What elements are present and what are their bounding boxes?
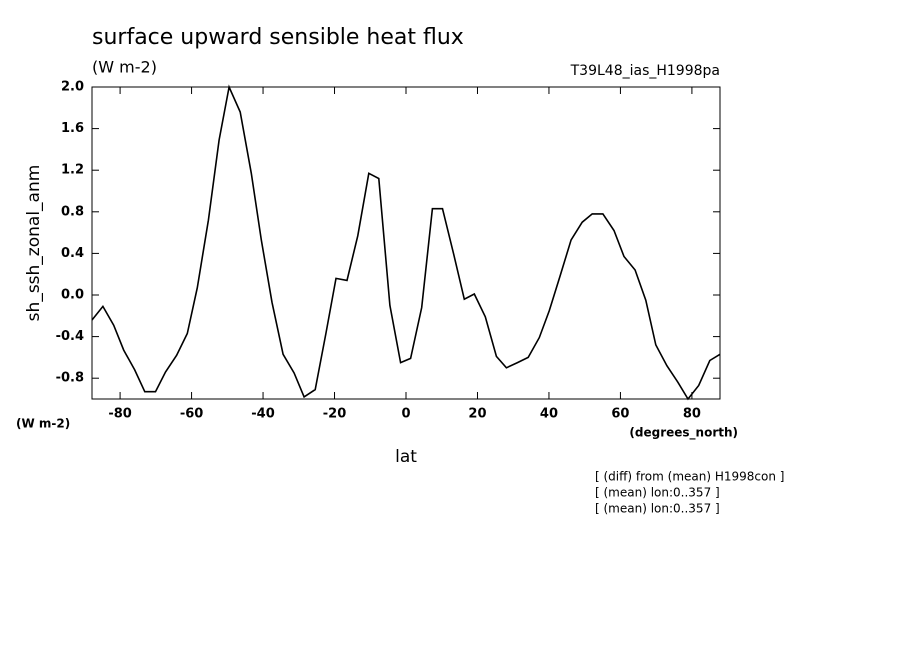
x-tick-label: -80 bbox=[108, 407, 132, 422]
dataset: T39L48_ias_H1998pa bbox=[570, 63, 720, 79]
note: [ (mean) lon:0..357 ] bbox=[595, 502, 720, 516]
x-axis-label: lat bbox=[395, 447, 417, 467]
x-tick-label: 60 bbox=[611, 407, 629, 422]
x-tick-label: 80 bbox=[683, 407, 701, 422]
x-tick-label: -20 bbox=[323, 407, 347, 422]
y-units: (W m-2) bbox=[16, 417, 70, 431]
x-units: (degrees_north) bbox=[629, 426, 738, 441]
y-tick-label: -0.8 bbox=[56, 371, 84, 386]
note: [ (diff) from (mean) H1998con ] bbox=[595, 470, 784, 484]
chart-title: surface upward sensible heat flux bbox=[92, 25, 464, 50]
line bbox=[91, 84, 721, 401]
y-tick-label: -0.4 bbox=[56, 329, 84, 344]
x-tick-label: -60 bbox=[180, 407, 204, 422]
x-tick-label: -40 bbox=[251, 407, 275, 422]
y-tick-label: 0.4 bbox=[61, 246, 84, 261]
x-tick-label: 40 bbox=[540, 407, 558, 422]
y-tick-label: 2.0 bbox=[61, 80, 84, 95]
plot-frame bbox=[91, 86, 721, 400]
x-tick-label: 20 bbox=[468, 407, 486, 422]
y-tick-label: 0.8 bbox=[61, 204, 84, 219]
x-tick-label: 0 bbox=[401, 407, 410, 422]
y-tick-label: 1.6 bbox=[61, 121, 84, 136]
units: (W m-2) bbox=[92, 58, 157, 77]
note: [ (mean) lon:0..357 ] bbox=[595, 486, 720, 500]
y-tick-label: 0.0 bbox=[61, 288, 84, 303]
y-tick-label: 1.2 bbox=[61, 163, 84, 178]
y-axis-label: sh_ssh_zonal_anm bbox=[24, 165, 44, 322]
